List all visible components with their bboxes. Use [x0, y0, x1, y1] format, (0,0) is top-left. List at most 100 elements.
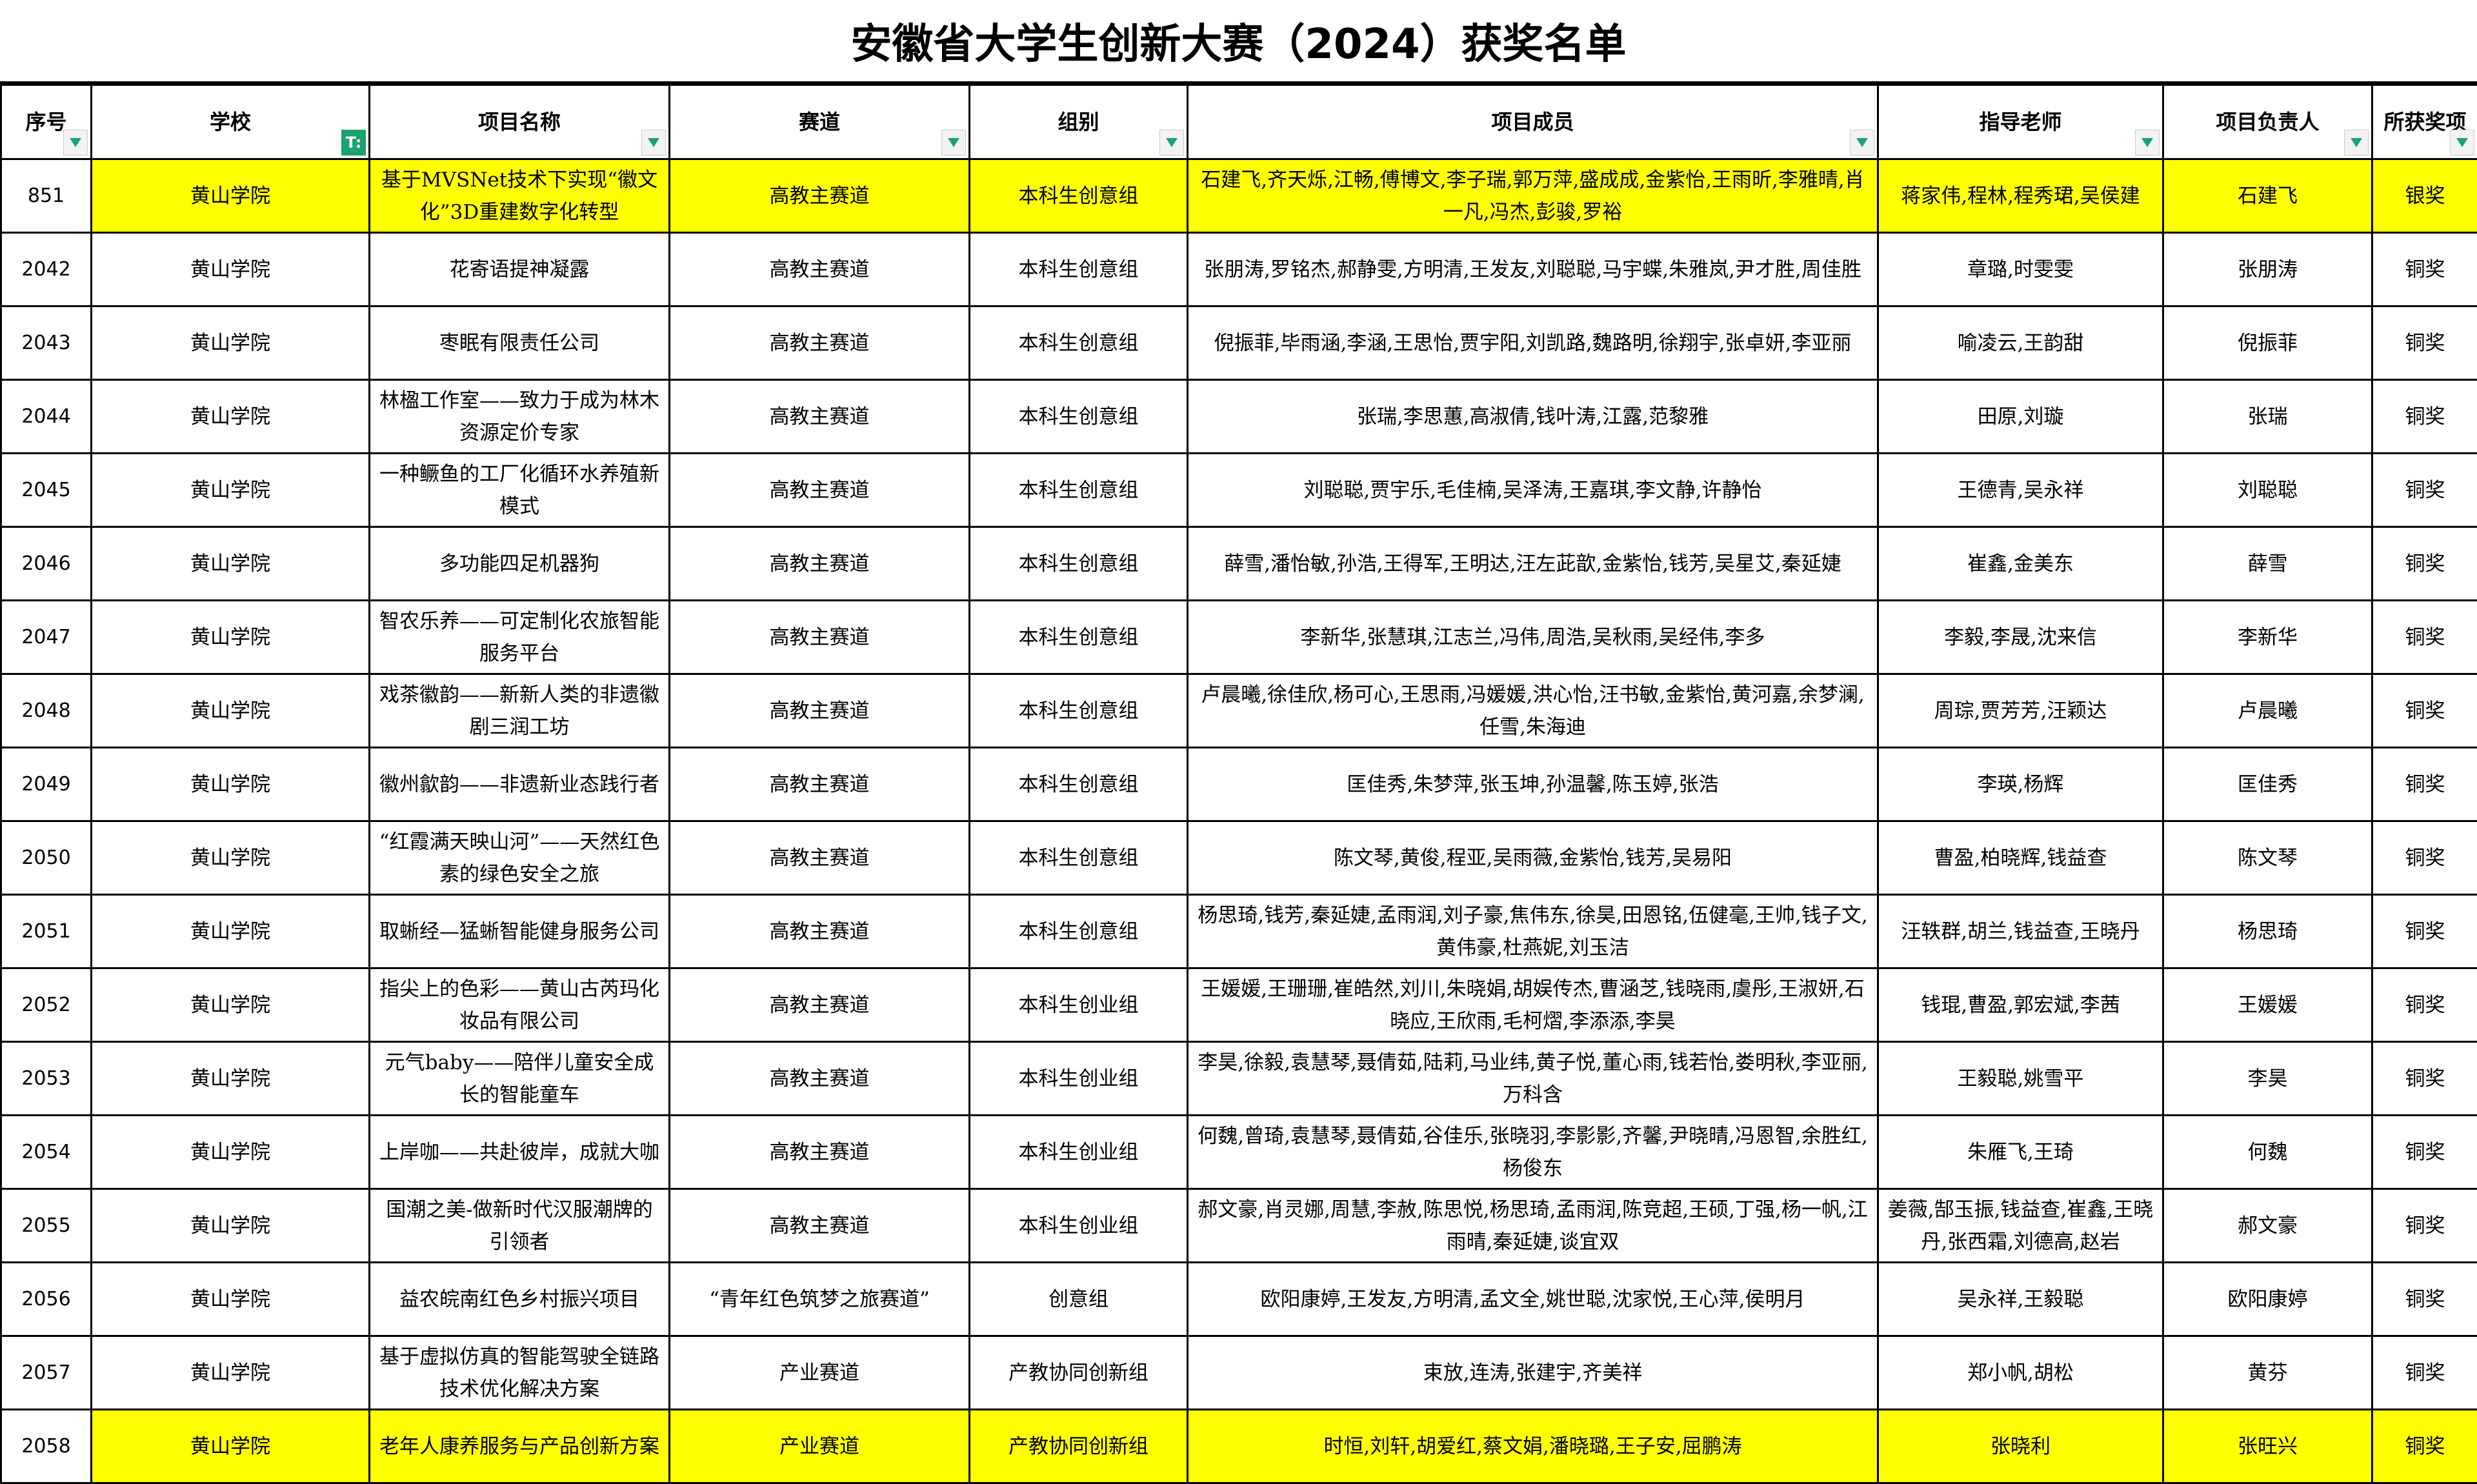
cell-group[interactable]: 本科生创意组 [968, 526, 1188, 601]
cell-track[interactable]: 高教主赛道 [668, 1041, 970, 1116]
cell-advisors[interactable]: 姜薇,郜玉振,钱益查,崔鑫,王晓丹,张西霜,刘德高,赵岩 [1877, 1188, 2164, 1263]
cell-index[interactable]: 2046 [0, 526, 92, 601]
cell-advisors[interactable]: 喻凌云,王韵甜 [1877, 305, 2164, 381]
cell-project[interactable]: 取蜥经—猛蜥智能健身服务公司 [368, 894, 670, 969]
cell-leader[interactable]: 卢晨曦 [2162, 673, 2373, 748]
cell-advisors[interactable]: 钱琨,曹盈,郭宏斌,李茜 [1877, 967, 2164, 1043]
cell-index[interactable]: 2048 [0, 673, 92, 748]
cell-members[interactable]: 石建飞,齐天烁,江畅,傅博文,李子瑞,郭万萍,盛成成,金紫怡,王雨昕,李雅晴,肖… [1187, 158, 1879, 234]
cell-track[interactable]: “青年红色筑梦之旅赛道” [668, 1261, 970, 1337]
cell-advisors[interactable]: 汪轶群,胡兰,钱益查,王晓丹 [1877, 894, 2164, 969]
cell-members[interactable]: 张朋涛,罗铭杰,郝静雯,方明清,王发友,刘聪聪,马宇蝶,朱雅岚,尹才胜,周佳胜 [1187, 232, 1879, 307]
filter-active-icon[interactable]: T: [341, 130, 366, 155]
cell-award[interactable]: 铜奖 [2371, 599, 2477, 675]
cell-index[interactable]: 2056 [0, 1261, 92, 1337]
cell-advisors[interactable]: 曹盈,柏晓辉,钱益查 [1877, 820, 2164, 896]
cell-award[interactable]: 铜奖 [2371, 1335, 2477, 1410]
filter-dropdown-icon[interactable] [2135, 130, 2160, 155]
cell-school[interactable]: 黄山学院 [90, 894, 370, 969]
cell-school[interactable]: 黄山学院 [90, 1041, 370, 1116]
cell-project[interactable]: 多功能四足机器狗 [368, 526, 670, 601]
cell-members[interactable]: 倪振菲,毕雨涵,李涵,王思怡,贾宇阳,刘凯路,魏路明,徐翔宇,张卓妍,李亚丽 [1187, 305, 1879, 381]
cell-leader[interactable]: 张瑞 [2162, 379, 2373, 454]
cell-school[interactable]: 黄山学院 [90, 747, 370, 822]
cell-members[interactable]: 陈文琴,黄俊,程亚,吴雨薇,金紫怡,钱芳,吴易阳 [1187, 820, 1879, 896]
cell-leader[interactable]: 张旺兴 [2162, 1409, 2373, 1484]
cell-index[interactable]: 2047 [0, 599, 92, 675]
cell-award[interactable]: 铜奖 [2371, 452, 2477, 528]
filter-dropdown-icon[interactable] [1850, 130, 1874, 155]
cell-leader[interactable]: 王媛媛 [2162, 967, 2373, 1043]
cell-group[interactable]: 本科生创业组 [968, 1114, 1188, 1190]
cell-advisors[interactable]: 吴永祥,王毅聪 [1877, 1261, 2164, 1337]
cell-advisors[interactable]: 王毅聪,姚雪平 [1877, 1041, 2164, 1116]
cell-award[interactable]: 铜奖 [2371, 747, 2477, 822]
cell-members[interactable]: 何魏,曾琦,袁慧琴,聂倩茹,谷佳乐,张晓羽,李影影,齐馨,尹晓晴,冯恩智,余胜红… [1187, 1114, 1879, 1190]
cell-project[interactable]: 戏茶徽韵——新新人类的非遗徽剧三润工坊 [368, 673, 670, 748]
cell-leader[interactable]: 陈文琴 [2162, 820, 2373, 896]
cell-school[interactable]: 黄山学院 [90, 1409, 370, 1484]
cell-award[interactable]: 铜奖 [2371, 820, 2477, 896]
cell-index[interactable]: 2057 [0, 1335, 92, 1410]
cell-track[interactable]: 高教主赛道 [668, 1114, 970, 1190]
cell-members[interactable]: 王媛媛,王珊珊,崔皓然,刘川,朱晓娟,胡娱传杰,曹涵芝,钱晓雨,虞彤,王淑妍,石… [1187, 967, 1879, 1043]
cell-school[interactable]: 黄山学院 [90, 967, 370, 1043]
cell-leader[interactable]: 李昊 [2162, 1041, 2373, 1116]
cell-track[interactable]: 高教主赛道 [668, 305, 970, 381]
cell-index[interactable]: 2044 [0, 379, 92, 454]
cell-members[interactable]: 杨思琦,钱芳,秦延婕,孟雨润,刘子豪,焦伟东,徐昊,田恩铭,伍健毫,王帅,钱子文… [1187, 894, 1879, 969]
cell-leader[interactable]: 薛雪 [2162, 526, 2373, 601]
cell-track[interactable]: 高教主赛道 [668, 1188, 970, 1263]
cell-members[interactable]: 李昊,徐毅,袁慧琴,聂倩茹,陆莉,马业纬,黄子悦,董心雨,钱若怡,娄明秋,李亚丽… [1187, 1041, 1879, 1116]
cell-leader[interactable]: 刘聪聪 [2162, 452, 2373, 528]
cell-project[interactable]: 老年人康养服务与产品创新方案 [368, 1409, 670, 1484]
cell-index[interactable]: 2052 [0, 967, 92, 1043]
cell-award[interactable]: 铜奖 [2371, 232, 2477, 307]
cell-advisors[interactable]: 章璐,时雯雯 [1877, 232, 2164, 307]
cell-group[interactable]: 本科生创业组 [968, 967, 1188, 1043]
filter-dropdown-icon[interactable] [63, 130, 88, 155]
cell-advisors[interactable]: 崔鑫,金美东 [1877, 526, 2164, 601]
cell-group[interactable]: 本科生创意组 [968, 232, 1188, 307]
cell-award[interactable]: 铜奖 [2371, 305, 2477, 381]
cell-school[interactable]: 黄山学院 [90, 1188, 370, 1263]
cell-index[interactable]: 2049 [0, 747, 92, 822]
cell-school[interactable]: 黄山学院 [90, 1335, 370, 1410]
cell-group[interactable]: 本科生创业组 [968, 1188, 1188, 1263]
cell-index[interactable]: 2042 [0, 232, 92, 307]
cell-project[interactable]: 智农乐养——可定制化农旅智能服务平台 [368, 599, 670, 675]
cell-track[interactable]: 高教主赛道 [668, 452, 970, 528]
cell-group[interactable]: 本科生创意组 [968, 379, 1188, 454]
cell-award[interactable]: 铜奖 [2371, 1041, 2477, 1116]
cell-advisors[interactable]: 郑小帆,胡松 [1877, 1335, 2164, 1410]
filter-dropdown-icon[interactable] [1159, 130, 1184, 155]
cell-index[interactable]: 2045 [0, 452, 92, 528]
cell-track[interactable]: 高教主赛道 [668, 379, 970, 454]
cell-advisors[interactable]: 张晓利 [1877, 1409, 2164, 1484]
cell-leader[interactable]: 杨思琦 [2162, 894, 2373, 969]
cell-award[interactable]: 铜奖 [2371, 673, 2477, 748]
cell-school[interactable]: 黄山学院 [90, 526, 370, 601]
filter-dropdown-icon[interactable] [2344, 130, 2369, 155]
cell-award[interactable]: 铜奖 [2371, 379, 2477, 454]
cell-track[interactable]: 高教主赛道 [668, 673, 970, 748]
cell-group[interactable]: 产教协同创新组 [968, 1335, 1188, 1410]
cell-advisors[interactable]: 朱雁飞,王琦 [1877, 1114, 2164, 1190]
cell-group[interactable]: 本科生创意组 [968, 894, 1188, 969]
cell-project[interactable]: “红霞满天映山河”——天然红色素的绿色安全之旅 [368, 820, 670, 896]
cell-project[interactable]: 基于虚拟仿真的智能驾驶全链路技术优化解决方案 [368, 1335, 670, 1410]
cell-leader[interactable]: 黄芬 [2162, 1335, 2373, 1410]
cell-school[interactable]: 黄山学院 [90, 379, 370, 454]
cell-group[interactable]: 本科生创业组 [968, 1041, 1188, 1116]
cell-project[interactable]: 一种鳜鱼的工厂化循环水养殖新模式 [368, 452, 670, 528]
cell-track[interactable]: 高教主赛道 [668, 232, 970, 307]
cell-group[interactable]: 创意组 [968, 1261, 1188, 1337]
cell-award[interactable]: 银奖 [2371, 158, 2477, 234]
filter-dropdown-icon[interactable] [941, 130, 966, 155]
cell-school[interactable]: 黄山学院 [90, 232, 370, 307]
cell-group[interactable]: 本科生创意组 [968, 673, 1188, 748]
cell-track[interactable]: 高教主赛道 [668, 820, 970, 896]
cell-project[interactable]: 枣眠有限责任公司 [368, 305, 670, 381]
cell-index[interactable]: 2050 [0, 820, 92, 896]
cell-school[interactable]: 黄山学院 [90, 820, 370, 896]
